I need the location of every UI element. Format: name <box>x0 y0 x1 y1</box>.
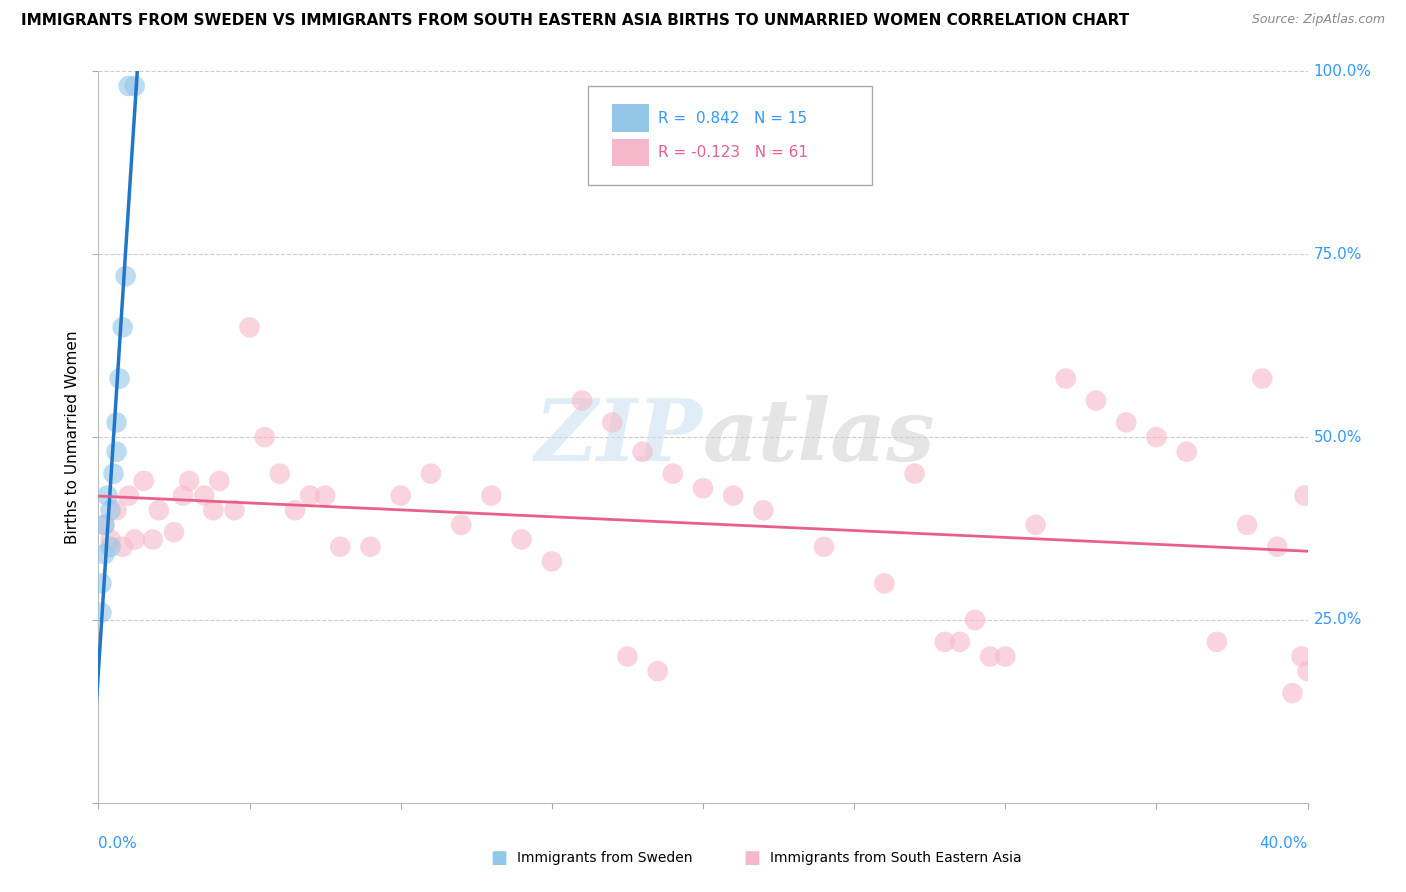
Point <box>1294 489 1316 503</box>
Point <box>616 649 638 664</box>
Text: ■: ■ <box>744 849 761 867</box>
Point <box>105 503 128 517</box>
Point <box>224 503 246 517</box>
Text: R =  0.842   N = 15: R = 0.842 N = 15 <box>658 111 807 126</box>
Point <box>314 489 336 503</box>
Point <box>647 664 669 678</box>
Point <box>124 78 146 93</box>
Point <box>329 540 352 554</box>
Point <box>105 416 128 430</box>
Point <box>540 554 562 568</box>
Point <box>450 517 472 532</box>
Point <box>269 467 291 481</box>
Point <box>90 576 112 591</box>
Text: atlas: atlas <box>703 395 935 479</box>
Text: ■: ■ <box>491 849 508 867</box>
Point <box>208 474 231 488</box>
Point <box>148 503 170 517</box>
Text: 40.0%: 40.0% <box>1260 836 1308 851</box>
Point <box>994 649 1017 664</box>
Point <box>420 467 443 481</box>
Point <box>1291 649 1313 664</box>
Point <box>105 444 128 458</box>
Point <box>602 416 624 430</box>
Point <box>1296 664 1319 678</box>
Point <box>510 533 533 547</box>
Point <box>284 503 307 517</box>
Point <box>118 78 141 93</box>
Point <box>692 481 714 495</box>
Text: 0.0%: 0.0% <box>98 836 138 851</box>
Point <box>103 467 125 481</box>
Point <box>132 474 155 488</box>
Point <box>163 525 186 540</box>
FancyBboxPatch shape <box>613 104 648 132</box>
Text: 100.0%: 100.0% <box>1313 64 1372 78</box>
Point <box>752 503 775 517</box>
Point <box>934 635 956 649</box>
Point <box>108 371 131 385</box>
Point <box>111 540 134 554</box>
Point <box>1175 444 1198 458</box>
Point <box>481 489 503 503</box>
Text: Source: ZipAtlas.com: Source: ZipAtlas.com <box>1251 13 1385 27</box>
Point <box>142 533 165 547</box>
Point <box>571 393 593 408</box>
Point <box>1115 416 1137 430</box>
Point <box>93 517 115 532</box>
Point <box>93 547 115 561</box>
Point <box>360 540 382 554</box>
Point <box>1085 393 1108 408</box>
Point <box>1054 371 1077 385</box>
Point <box>193 489 215 503</box>
Text: 50.0%: 50.0% <box>1313 430 1362 444</box>
Point <box>723 489 745 503</box>
Point <box>253 430 276 444</box>
Point <box>90 606 112 620</box>
Text: 75.0%: 75.0% <box>1313 247 1362 261</box>
Point <box>1144 430 1167 444</box>
Point <box>172 489 194 503</box>
Point <box>965 613 987 627</box>
Point <box>1024 517 1046 532</box>
Point <box>124 533 146 547</box>
Point <box>111 320 134 334</box>
Point <box>904 467 927 481</box>
Point <box>179 474 201 488</box>
Text: Immigrants from South Eastern Asia: Immigrants from South Eastern Asia <box>770 851 1022 865</box>
Point <box>949 635 972 649</box>
Point <box>96 489 118 503</box>
Point <box>813 540 835 554</box>
Y-axis label: Births to Unmarried Women: Births to Unmarried Women <box>65 330 80 544</box>
Point <box>93 517 115 532</box>
Point <box>100 533 122 547</box>
Point <box>202 503 225 517</box>
Point <box>100 503 122 517</box>
Text: 25.0%: 25.0% <box>1313 613 1362 627</box>
Point <box>979 649 1001 664</box>
Point <box>631 444 654 458</box>
Text: ZIP: ZIP <box>536 395 703 479</box>
Point <box>1281 686 1303 700</box>
Point <box>118 489 141 503</box>
Point <box>299 489 322 503</box>
Point <box>100 540 122 554</box>
Text: R = -0.123   N = 61: R = -0.123 N = 61 <box>658 145 808 160</box>
Point <box>873 576 896 591</box>
Text: IMMIGRANTS FROM SWEDEN VS IMMIGRANTS FROM SOUTH EASTERN ASIA BIRTHS TO UNMARRIED: IMMIGRANTS FROM SWEDEN VS IMMIGRANTS FRO… <box>21 13 1129 29</box>
Point <box>114 269 136 284</box>
Point <box>239 320 262 334</box>
FancyBboxPatch shape <box>613 138 648 167</box>
Point <box>1206 635 1229 649</box>
Point <box>661 467 683 481</box>
Point <box>1267 540 1289 554</box>
FancyBboxPatch shape <box>588 86 872 185</box>
Point <box>389 489 412 503</box>
Point <box>1251 371 1274 385</box>
Point <box>1236 517 1258 532</box>
Text: Immigrants from Sweden: Immigrants from Sweden <box>517 851 693 865</box>
